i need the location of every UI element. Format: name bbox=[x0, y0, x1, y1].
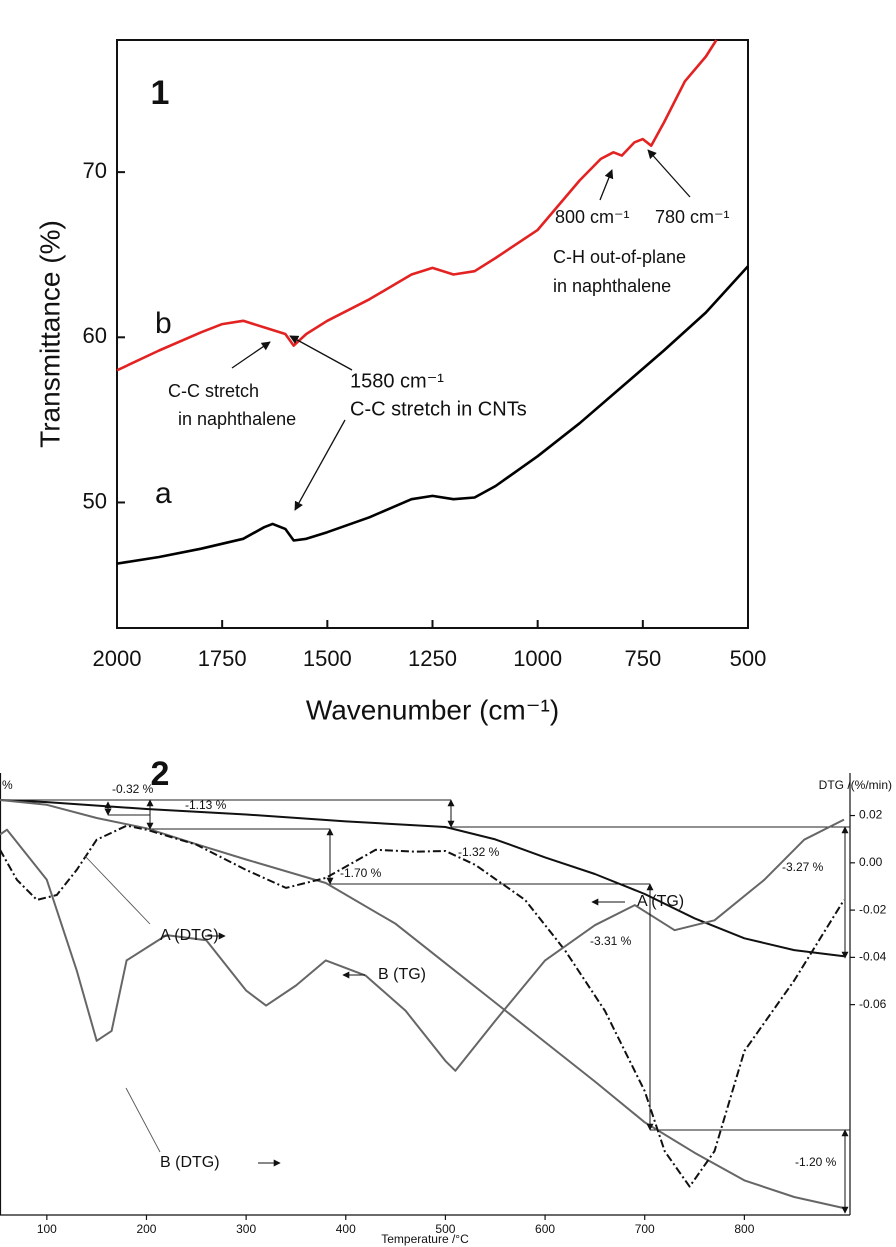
legend-label: A (DTG) bbox=[160, 927, 219, 944]
annotation: C-C stretch in CNTs bbox=[350, 398, 527, 420]
y2-tick-label: -0.04 bbox=[859, 950, 887, 964]
panel-label: 1 bbox=[151, 74, 170, 112]
panel-label: 2 bbox=[151, 755, 170, 793]
annotation: -1.13 % bbox=[185, 798, 227, 812]
annotation: C-C stretch bbox=[168, 381, 259, 401]
annotation: -1.20 % bbox=[795, 1155, 837, 1169]
y2-tick-label: 0.00 bbox=[859, 855, 883, 869]
annotation-arrow bbox=[647, 149, 691, 198]
annotation-arrow bbox=[294, 419, 346, 511]
x-tick-label: 500 bbox=[435, 1222, 455, 1236]
series-line bbox=[0, 818, 845, 1072]
y-axis-title: % bbox=[2, 778, 13, 792]
y-tick-label: 60 bbox=[83, 323, 107, 348]
x-tick-label: 500 bbox=[730, 646, 767, 671]
y-axis-title: Transmittance (%) bbox=[34, 220, 65, 448]
legend-label: B (TG) bbox=[378, 966, 426, 983]
y2-tick-label: -0.02 bbox=[859, 902, 887, 916]
legend-label: A (TG) bbox=[637, 893, 684, 910]
y-tick-label: 70 bbox=[83, 158, 107, 183]
annotation: 1580 cm⁻¹ bbox=[350, 370, 444, 392]
annotation: 800 cm⁻¹ bbox=[555, 207, 630, 227]
x-tick-label: 700 bbox=[635, 1222, 655, 1236]
annotation: -3.27 % bbox=[782, 860, 824, 874]
y-tick-label: 50 bbox=[83, 488, 107, 513]
x-tick-label: 1750 bbox=[198, 646, 247, 671]
annotation: C-H out-of-plane bbox=[553, 247, 686, 267]
series-line bbox=[0, 824, 845, 1188]
x-tick-label: 400 bbox=[336, 1222, 356, 1236]
series-line bbox=[0, 799, 845, 1210]
leader-line bbox=[125, 1087, 161, 1153]
annotation: -0.32 % bbox=[112, 782, 154, 796]
x-tick-label: 750 bbox=[624, 646, 661, 671]
annotation-arrow bbox=[289, 335, 353, 371]
leader-line bbox=[84, 855, 151, 925]
annotation: 780 cm⁻¹ bbox=[655, 207, 730, 227]
annotation: -1.70 % bbox=[340, 866, 382, 880]
annotation: in naphthalene bbox=[553, 276, 671, 296]
x-tick-label: 600 bbox=[535, 1222, 555, 1236]
legend-label: B (DTG) bbox=[160, 1154, 220, 1171]
y2-axis-title: DTG /(%/min) bbox=[819, 778, 892, 792]
x-tick-label: 1500 bbox=[303, 646, 352, 671]
series-line bbox=[116, 265, 749, 565]
x-tick-label: 1250 bbox=[408, 646, 457, 671]
y2-tick-label: 0.02 bbox=[859, 808, 883, 822]
x-tick-label: 2000 bbox=[93, 646, 142, 671]
x-tick-label: 100 bbox=[37, 1222, 57, 1236]
legend-label: b bbox=[155, 307, 172, 340]
x-axis-title: Temperature /°C bbox=[381, 1232, 469, 1246]
x-tick-label: 800 bbox=[734, 1222, 754, 1236]
x-tick-label: 300 bbox=[236, 1222, 256, 1236]
series-line bbox=[116, 39, 718, 372]
y2-tick-label: -0.06 bbox=[859, 997, 887, 1011]
annotation: -1.32 % bbox=[458, 845, 500, 859]
annotation-arrow bbox=[599, 169, 614, 201]
series-line bbox=[0, 799, 845, 958]
legend-label: a bbox=[155, 477, 172, 510]
annotation: in naphthalene bbox=[178, 409, 296, 429]
x-tick-label: 1000 bbox=[513, 646, 562, 671]
annotation: -3.31 % bbox=[590, 934, 632, 948]
x-axis-title: Wavenumber (cm⁻¹) bbox=[306, 694, 559, 725]
x-tick-label: 200 bbox=[136, 1222, 156, 1236]
annotation-arrow bbox=[231, 341, 271, 369]
